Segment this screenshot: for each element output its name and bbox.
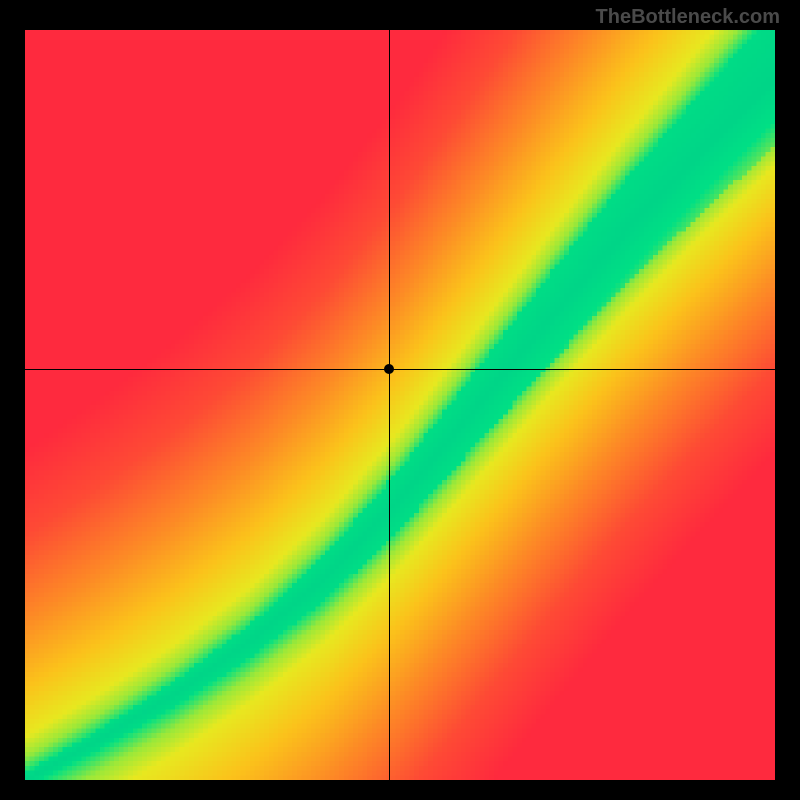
plot-area (25, 30, 775, 780)
crosshair-marker (384, 364, 394, 374)
heatmap-canvas (25, 30, 775, 780)
watermark-text: TheBottleneck.com (596, 6, 780, 29)
crosshair-horizontal (25, 369, 775, 370)
chart-container: TheBottleneck.com (0, 0, 800, 800)
crosshair-vertical (389, 30, 390, 780)
